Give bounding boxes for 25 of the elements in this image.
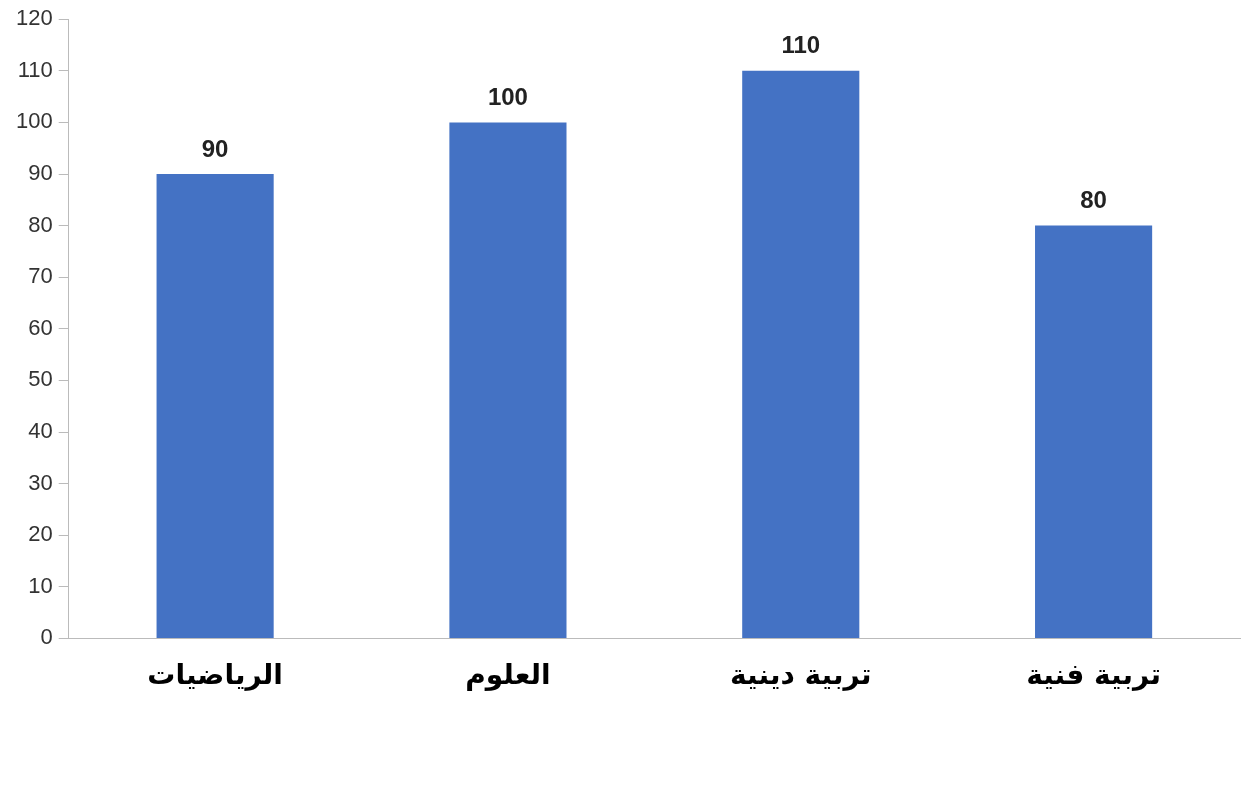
data-label: 90 xyxy=(201,134,229,162)
data-label: 110 xyxy=(781,31,821,59)
y-tick-label: 0 xyxy=(40,624,53,650)
y-tick-label: 40 xyxy=(28,418,53,444)
data-label: 100 xyxy=(487,83,528,111)
y-tick-label: 60 xyxy=(28,314,53,340)
bar xyxy=(449,122,567,638)
x-tick-label: تربية فنية xyxy=(1026,658,1161,692)
y-tick-label: 120 xyxy=(15,5,53,31)
x-tick-label: الرياضيات xyxy=(147,658,283,692)
y-tick-label: 90 xyxy=(28,160,53,186)
x-tick-label: العلوم xyxy=(465,658,551,692)
y-tick-label: 50 xyxy=(28,366,53,392)
y-tick-label: 80 xyxy=(28,211,53,237)
data-label: 80 xyxy=(1080,186,1107,214)
y-tick-label: 100 xyxy=(15,108,53,134)
y-tick-label: 110 xyxy=(17,56,53,82)
x-tick-label: تربية دينية xyxy=(730,658,872,692)
bar xyxy=(1035,225,1153,638)
y-tick-label: 30 xyxy=(28,469,53,495)
y-tick-label: 20 xyxy=(28,521,53,547)
bar xyxy=(156,174,274,638)
bar xyxy=(742,70,860,638)
y-tick-label: 10 xyxy=(28,572,53,598)
y-tick-label: 70 xyxy=(28,263,53,289)
